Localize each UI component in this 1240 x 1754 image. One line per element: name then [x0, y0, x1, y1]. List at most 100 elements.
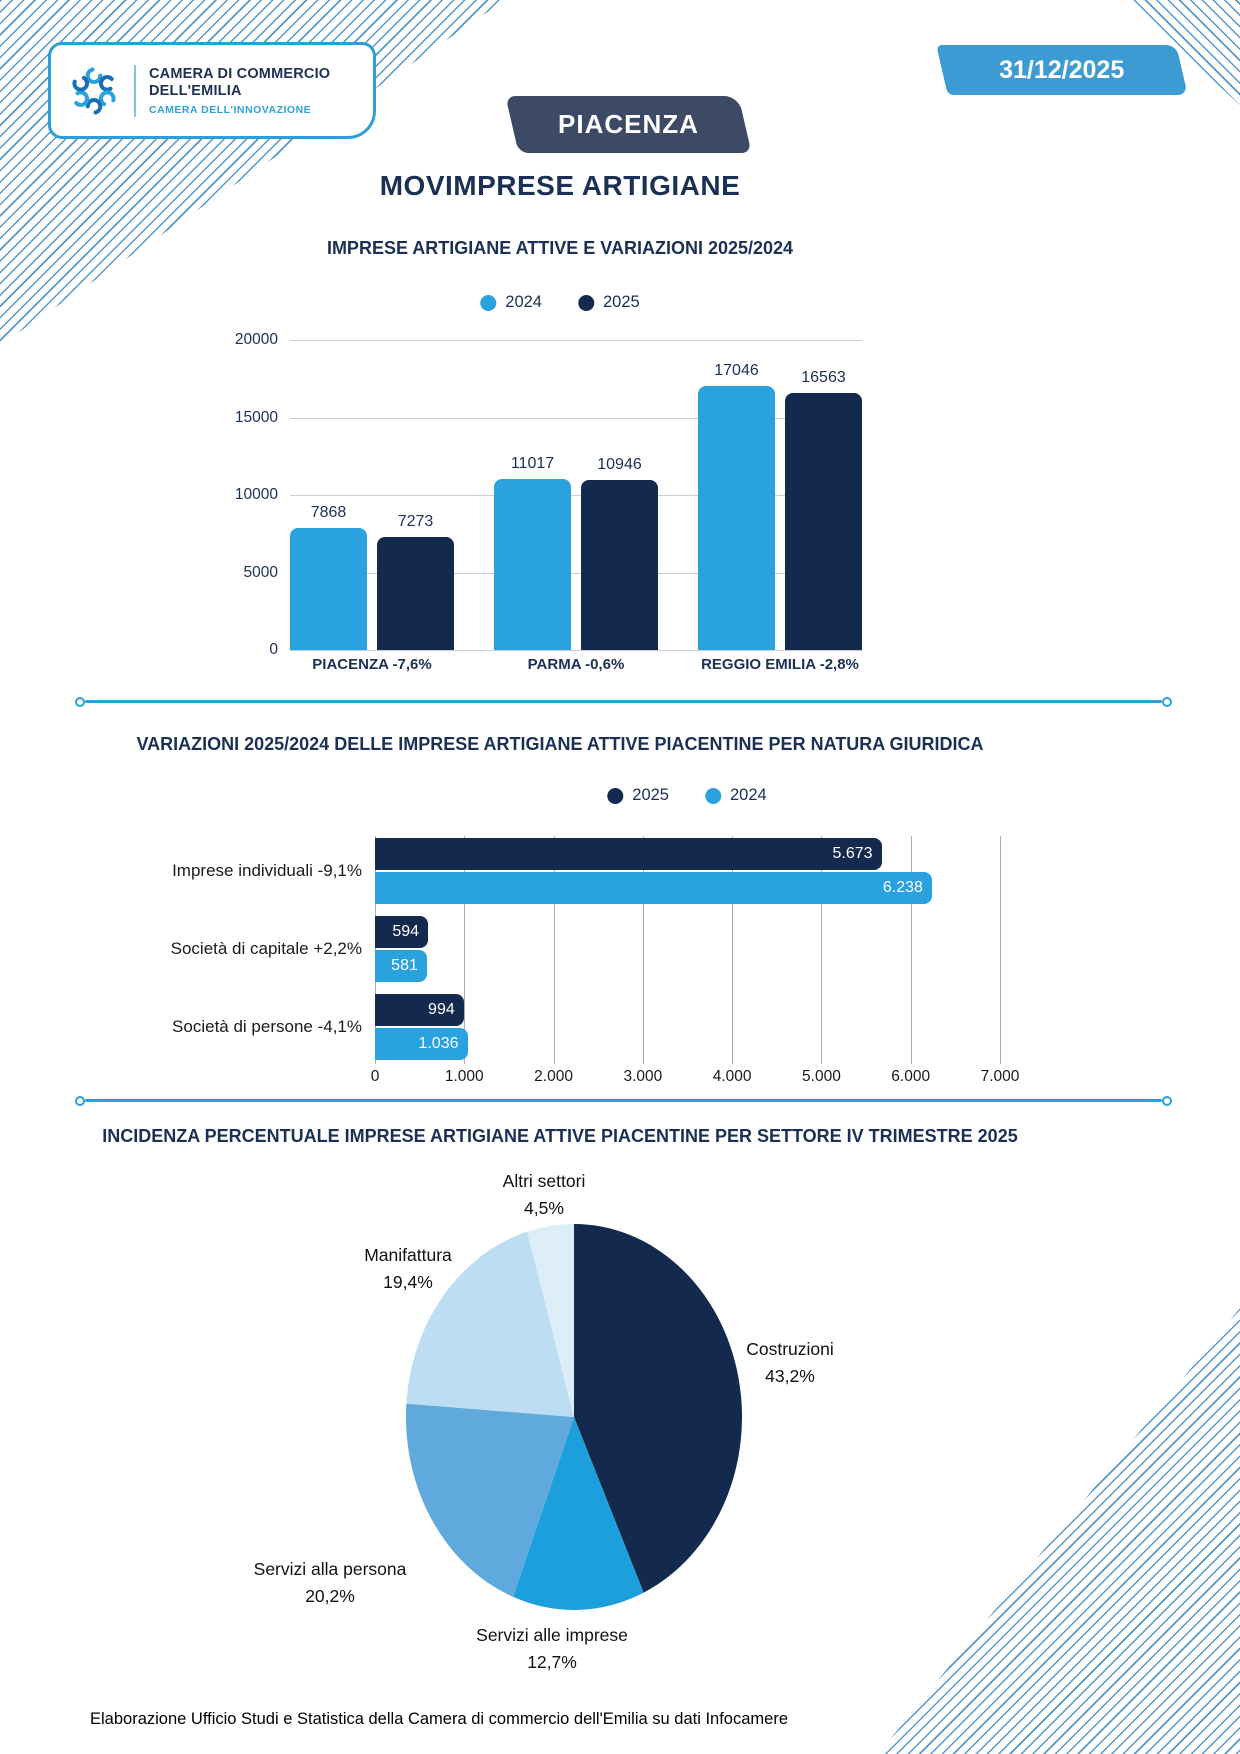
pie-slice-label: Servizi alla persona 20,2% — [254, 1556, 407, 1610]
pie-section: Costruzioni 43,2% Servizi alle imprese 12,7… — [0, 1160, 1240, 1720]
x-axis-category: PIACENZA -7,6% — [312, 656, 432, 673]
pie-labels: Costruzioni 43,2% Servizi alle imprese 12,7… — [0, 1160, 1240, 1720]
x-axis-label: 2.000 — [534, 1068, 573, 1085]
pie-slice-name: Altri settori — [502, 1171, 586, 1191]
logo-line1: CAMERA DI COMMERCIO — [149, 65, 331, 82]
pie-slice-label: Altri settori 4,5% — [503, 1168, 586, 1222]
pie-slice-name: Manifattura — [364, 1245, 452, 1265]
chamber-logo-icon — [72, 66, 116, 115]
chart2-title: VARIAZIONI 2025/2024 DELLE IMPRESE ARTIG… — [136, 734, 984, 754]
pie-slice-label: Manifattura 19,4% — [364, 1242, 452, 1296]
x-axis-label: 1.000 — [444, 1068, 484, 1085]
x-axis-category: REGGIO EMILIA -2,8% — [701, 656, 859, 673]
legend-label: 2025 — [632, 786, 669, 804]
bar-2024 — [698, 385, 775, 650]
pie-chart — [406, 1224, 742, 1610]
bar-value-label: 581 — [391, 957, 418, 974]
pie-slice-name: Costruzioni — [746, 1339, 834, 1359]
report-date: 31/12/2025 — [999, 55, 1125, 84]
bar-2024 — [494, 479, 571, 650]
gridline — [821, 836, 823, 1064]
pie-slice-pct: 12,7% — [527, 1652, 577, 1672]
x-axis-label: 0 — [370, 1068, 380, 1085]
legend-item-2024: 2024 — [480, 293, 542, 312]
bar-value-label: 1.036 — [418, 1035, 459, 1052]
category-label: Società di persone -4,1% — [172, 1017, 362, 1036]
logo-line2: DELL'EMILIA — [149, 82, 242, 99]
bar-value-label: 16563 — [801, 369, 846, 387]
pie-slice-pct: 4,5% — [524, 1198, 564, 1218]
logo-text: CAMERA DI COMMERCIO DELL'EMILIA CAMERA D… — [149, 66, 330, 116]
legend-label: 2024 — [730, 786, 767, 804]
grouped-bar-chart: 0 5000 10000 15000 20000 7868 7273 PIACENZA -7,… — [235, 331, 862, 673]
pie-slice-2 — [406, 1403, 574, 1597]
gridline — [464, 836, 466, 1064]
gridline — [290, 495, 862, 496]
legend-dot-2024 — [480, 294, 497, 311]
bar-2025: 5.673 — [375, 838, 882, 870]
legend-dot-2025 — [578, 294, 594, 311]
legend-dot-2025 — [607, 787, 624, 804]
pie-slice-pct: 20,2% — [305, 1586, 355, 1606]
pie-slice-name: Servizi alla persona — [253, 1559, 407, 1579]
gridline — [1000, 836, 1001, 1064]
bar-value-label: 7273 — [397, 513, 434, 531]
legend-item-2025: 2025 — [607, 786, 669, 805]
pie-slice-0 — [574, 1224, 742, 1593]
legend-label: 2024 — [505, 293, 542, 311]
pie-slice-pct: 43,2% — [765, 1366, 815, 1386]
bar-2024 — [290, 528, 367, 650]
x-axis-label: 3.000 — [623, 1068, 663, 1085]
bar-value-label: 6.238 — [882, 879, 923, 896]
chart1-title: IMPRESE ARTIGIANE ATTIVE E VARIAZIONI 20… — [326, 238, 794, 258]
legend-item-2024: 2024 — [705, 786, 767, 805]
y-axis-label: 10000 — [234, 486, 278, 503]
x-axis-label: 4.000 — [712, 1068, 752, 1085]
bar-2025: 594 — [375, 916, 429, 948]
legend-label: 2025 — [603, 293, 640, 311]
bar-value-label: 17046 — [714, 361, 759, 379]
bar-value-label: 10946 — [597, 456, 642, 474]
bar-2025 — [377, 537, 454, 650]
bar-value-label: 594 — [392, 923, 420, 940]
chart1-legend: 2024 2025 — [480, 293, 640, 312]
section-divider-2 — [75, 1095, 1172, 1106]
pie-slice-pct: 19,4% — [383, 1272, 433, 1292]
bar-value-label: 7868 — [310, 504, 347, 522]
category-label: Società di capitale +2,2% — [170, 939, 362, 958]
footer-note: Elaborazione Ufficio Studi e Statistica … — [90, 1710, 788, 1728]
y-axis-label: 5000 — [243, 563, 278, 581]
bar-2025 — [581, 480, 658, 650]
pie-slice-4 — [527, 1224, 574, 1417]
gridline — [732, 836, 734, 1064]
gridline — [642, 836, 644, 1064]
y-axis-label: 20000 — [234, 331, 278, 348]
bar-2025: 994 — [375, 994, 464, 1026]
bar-2025 — [785, 393, 862, 650]
hbar-chart: 0 1.000 2.000 3.000 4.000 5.000 6.000 7.000 5.67… — [100, 836, 1100, 1098]
pie-slice-label: Costruzioni 43,2% — [746, 1336, 834, 1390]
province-banner: PIACENZA — [505, 96, 752, 153]
pie-slice-1 — [513, 1417, 644, 1610]
bar-2024: 6.238 — [375, 872, 932, 904]
pie-slice-label: Servizi alle imprese 12,7% — [476, 1622, 628, 1676]
pie-slice-name: Servizi alle imprese — [476, 1625, 628, 1645]
legend-item-2025: 2025 — [578, 293, 640, 312]
pie-slice-3 — [406, 1231, 574, 1417]
gridline — [290, 417, 862, 419]
gridline — [290, 572, 862, 574]
category-label: Imprese individuali -9,1% — [172, 861, 362, 880]
x-axis-category: PARMA -0,6% — [527, 656, 625, 673]
chart3-title: INCIDENZA PERCENTUALE IMPRESE ARTIGIANE … — [102, 1126, 1018, 1146]
chart2-legend: 2025 2024 — [607, 786, 767, 805]
bar-value-label: 5.673 — [832, 845, 873, 862]
bar-value-label: 994 — [428, 1001, 455, 1018]
province-name: PIACENZA — [558, 109, 699, 139]
legend-dot-2024 — [705, 787, 721, 804]
bar-value-label: 11017 — [510, 455, 555, 473]
gridline — [290, 650, 862, 651]
bar-2024: 581 — [375, 950, 427, 982]
page-title: MOVIMPRESE ARTIGIANE — [379, 170, 741, 201]
gridline — [553, 836, 555, 1064]
x-axis-label: 7.000 — [980, 1068, 1020, 1085]
